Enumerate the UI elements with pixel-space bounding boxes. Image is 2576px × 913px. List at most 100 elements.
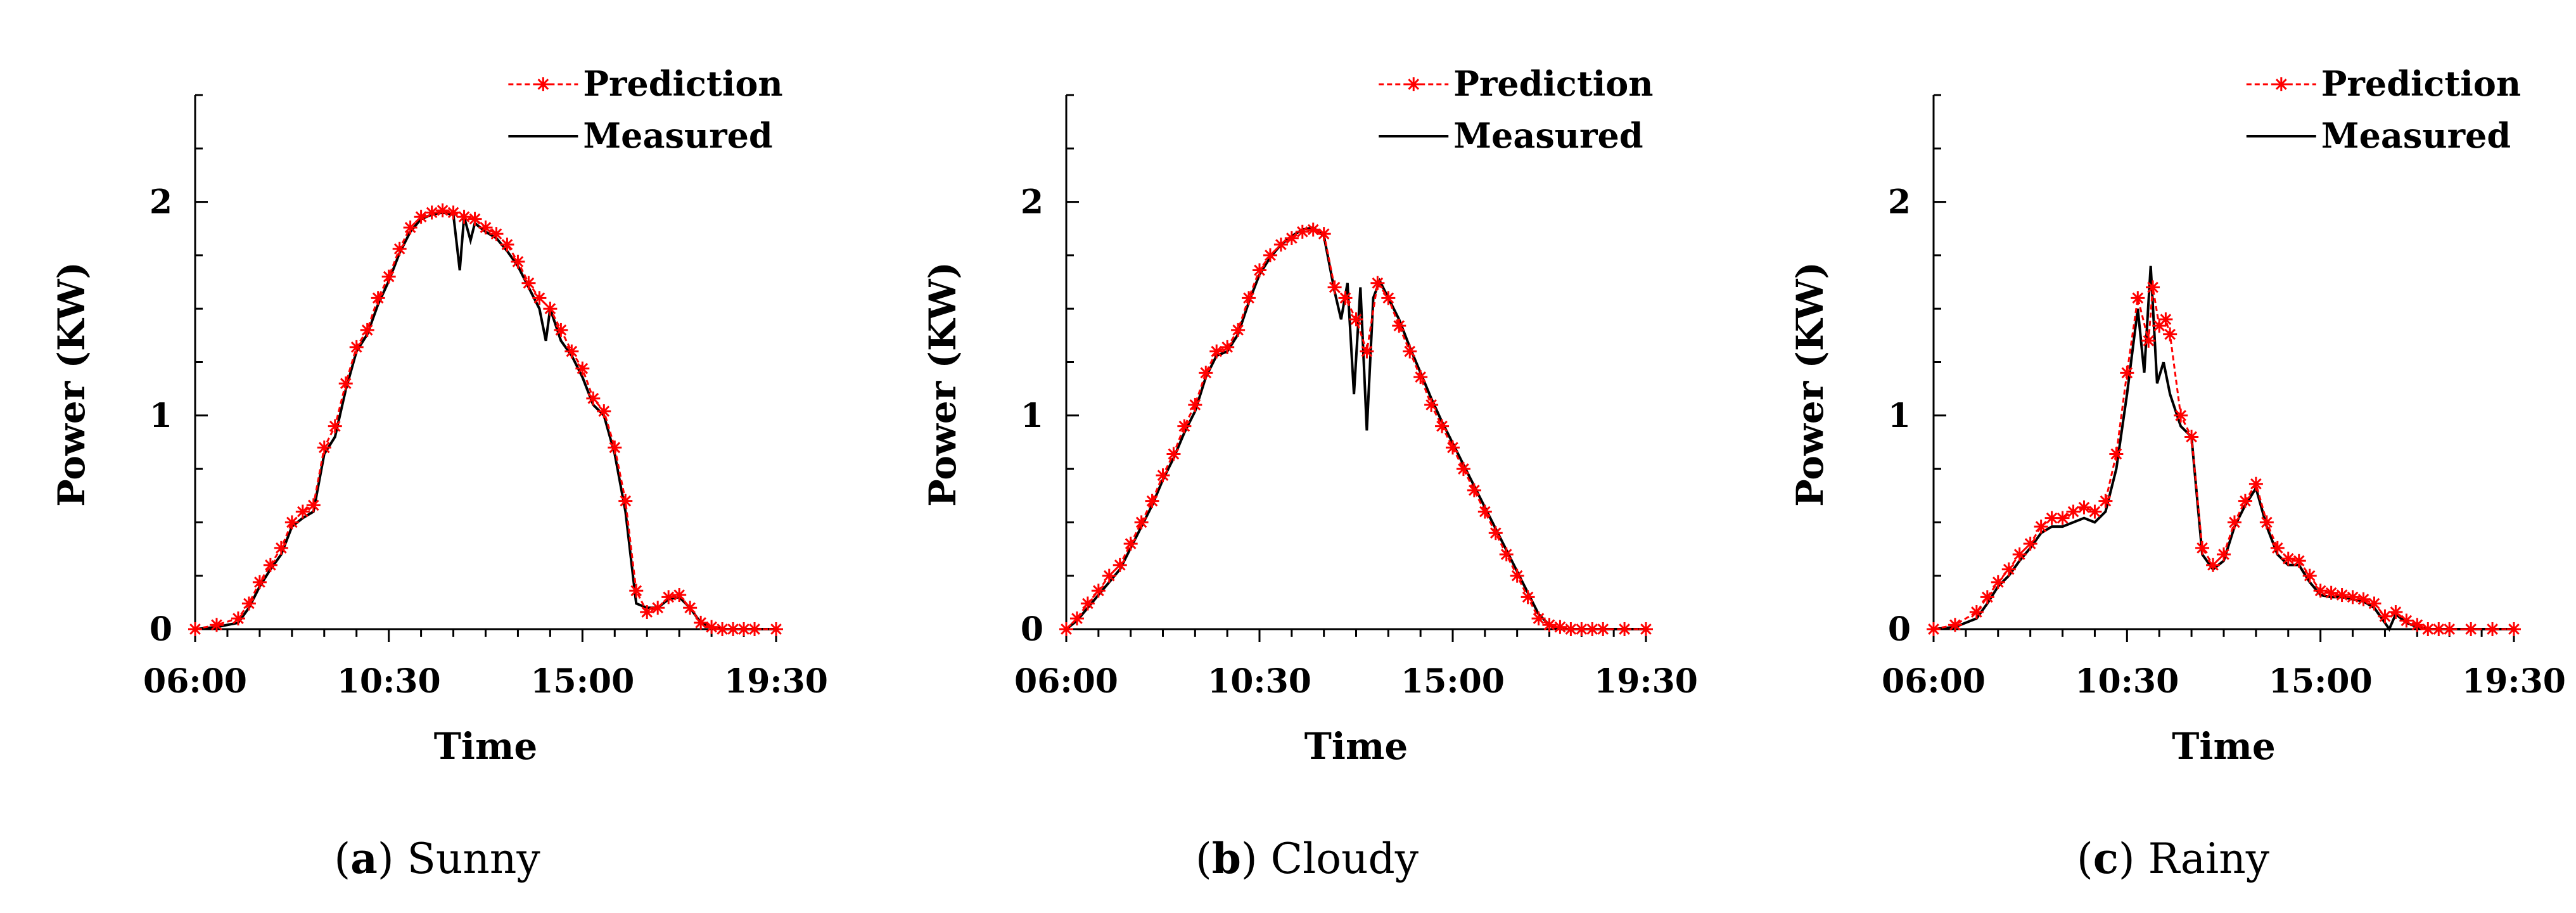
prediction-marker [2109, 447, 2124, 461]
prediction-marker [414, 210, 428, 224]
prediction-marker [532, 291, 547, 305]
prediction-marker [629, 584, 644, 598]
prediction-marker [1220, 340, 1235, 354]
y-tick-label: 1 [1021, 397, 1043, 435]
prediction-marker [640, 605, 654, 620]
y-tick-label: 2 [150, 183, 172, 222]
prediction-marker [586, 391, 601, 405]
legend-label-prediction: Prediction [583, 63, 782, 104]
prediction-marker [371, 291, 385, 305]
prediction-marker [2302, 568, 2317, 583]
prediction-marker [2292, 554, 2306, 568]
prediction-marker [349, 340, 364, 354]
legend-label-prediction: Prediction [2321, 63, 2521, 104]
prediction-marker [1284, 231, 1299, 245]
x-tick-label: 06:00 [1882, 662, 1986, 701]
prediction-marker [478, 220, 493, 235]
prediction-marker [661, 590, 676, 604]
prediction-marker [2163, 327, 2177, 342]
prediction-marker [1145, 494, 1159, 508]
x-tick-label: 10:30 [337, 662, 441, 701]
prediction-marker [2158, 312, 2173, 327]
prediction-marker [2066, 504, 2081, 519]
prediction-marker [468, 212, 482, 226]
chart-panel-rainy: 0 1 2 06:00 10:30 15:00 19:30 Time Power (KW) Pre… [1789, 63, 2566, 883]
legend-label-measured: Measured [2321, 115, 2511, 156]
prediction-marker [1980, 590, 1994, 604]
panel-caption: (c) Rainy [2077, 834, 2270, 883]
y-axis-title: Power (KW) [1789, 262, 1832, 507]
prediction-marker [1596, 622, 1610, 636]
prediction-marker [457, 210, 471, 224]
prediction-marker [2313, 584, 2328, 598]
prediction-marker [2174, 408, 2188, 423]
prediction-marker [1295, 224, 1310, 239]
prediction-marker [2356, 592, 2371, 606]
prediction-marker [2485, 622, 2500, 636]
legend-marker-prediction [536, 77, 551, 91]
prediction-marker [2012, 547, 2027, 561]
prediction-marker [1209, 344, 1224, 359]
prediction-marker [1134, 515, 1149, 530]
prediction-marker [1435, 419, 1450, 433]
prediction-marker [694, 615, 708, 630]
prediction-marker [554, 322, 568, 337]
x-tick-label: 15:00 [530, 662, 634, 701]
prediction-marker [2442, 622, 2457, 636]
prediction-marker [2034, 520, 2048, 534]
prediction-marker [2345, 590, 2360, 604]
y-axis-title: Power (KW) [50, 262, 93, 507]
prediction-marker [748, 622, 762, 636]
series-line-prediction [194, 209, 776, 630]
prediction-marker [2388, 605, 2403, 620]
prediction-marker [1263, 248, 1277, 262]
prediction-marker [564, 344, 579, 359]
x-tick-label: 19:30 [2462, 662, 2566, 701]
prediction-marker [263, 558, 277, 572]
prediction-marker [2248, 476, 2263, 491]
prediction-marker [435, 203, 450, 218]
prediction-marker [1199, 366, 1213, 380]
prediction-marker [1542, 618, 1557, 632]
prediction-marker [1306, 222, 1320, 237]
prediction-marker [1553, 620, 1567, 634]
prediction-marker [683, 601, 698, 615]
x-tick-label: 19:30 [724, 662, 828, 701]
prediction-marker [2507, 622, 2521, 636]
prediction-marker [338, 376, 353, 391]
prediction-marker [2195, 540, 2210, 555]
prediction-marker [1338, 291, 1353, 305]
prediction-marker [1499, 547, 1514, 561]
legend-label-measured: Measured [583, 115, 772, 156]
prediction-marker [543, 302, 558, 316]
prediction-marker [1392, 319, 1406, 333]
prediction-marker [241, 596, 256, 611]
prediction-marker [188, 622, 202, 636]
prediction-marker [1488, 526, 1503, 540]
prediction-marker [1446, 440, 1460, 455]
prediction-marker [2131, 291, 2145, 305]
prediction-marker [489, 227, 504, 241]
prediction-marker [1370, 276, 1385, 290]
prediction-marker [2152, 319, 2167, 333]
prediction-marker [2324, 585, 2338, 600]
prediction-marker [424, 205, 439, 220]
panel-caption: (a) Sunny [334, 834, 540, 883]
prediction-marker [1991, 575, 2005, 589]
prediction-marker [1156, 468, 1170, 483]
series-line-measured [1933, 265, 2514, 632]
prediction-marker [2259, 515, 2274, 530]
prediction-marker [381, 269, 396, 284]
prediction-marker [2184, 430, 2199, 444]
prediction-marker [2378, 609, 2392, 623]
series-line-measured [1065, 226, 1646, 630]
prediction-marker [597, 404, 611, 419]
prediction-marker [1113, 558, 1127, 572]
x-axis-title: Time [1304, 725, 1408, 768]
x-tick-label: 15:00 [2269, 662, 2373, 701]
prediction-marker [1467, 483, 1481, 497]
prediction-marker [2227, 515, 2241, 530]
prediction-marker [317, 440, 331, 455]
prediction-marker [618, 494, 633, 508]
prediction-marker [1242, 291, 1256, 305]
